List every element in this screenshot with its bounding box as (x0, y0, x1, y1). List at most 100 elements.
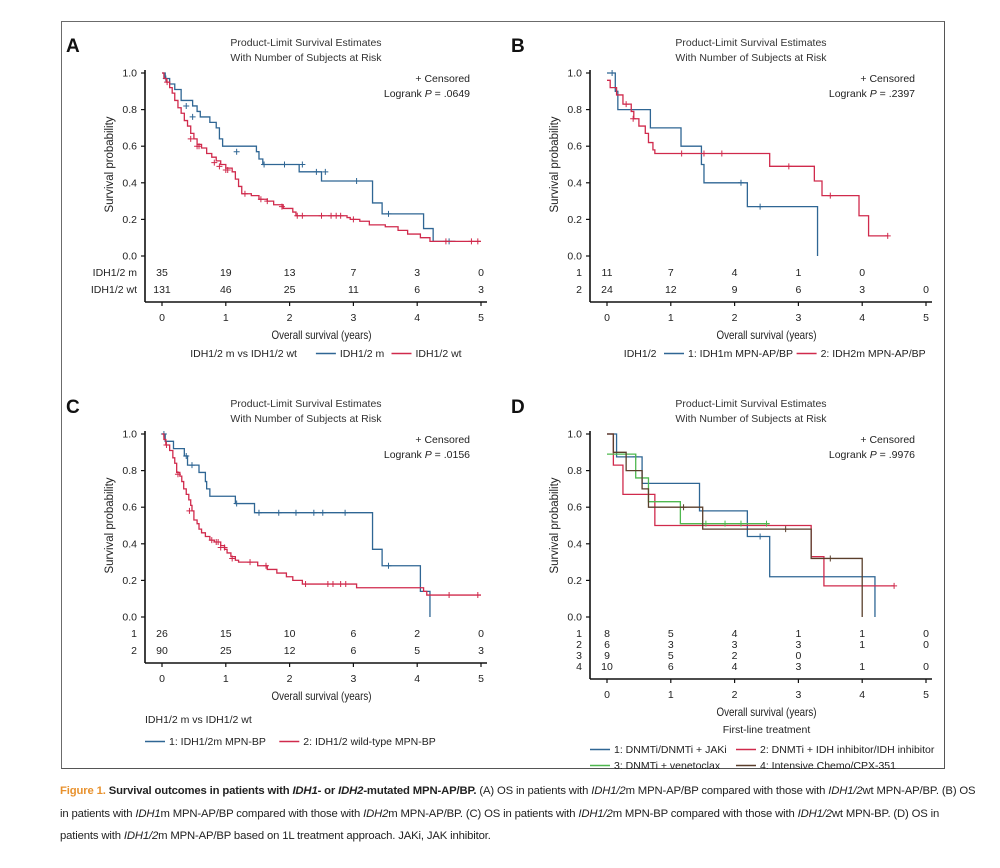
caption-segment: IDH1 (135, 807, 161, 820)
caption-segment: IDH1/2 (828, 785, 863, 797)
caption-segment: IDH1 (292, 785, 318, 797)
at-risk-count: 5 (414, 645, 420, 657)
panel-letter: D (511, 397, 525, 418)
chart-subtitle: With Number of Subjects at Risk (230, 413, 382, 425)
at-risk-count: 9 (732, 284, 738, 296)
censor-mark (353, 177, 360, 184)
x-tick-label: 1 (668, 312, 674, 324)
at-risk-count: 10 (601, 661, 613, 673)
at-risk-count: 19 (220, 267, 232, 279)
at-risk-count: 12 (284, 645, 296, 657)
y-tick-label: 0.4 (122, 538, 137, 550)
at-risk-count: 3 (795, 661, 801, 673)
legend-item-label: IDH1/2 wt (416, 348, 462, 360)
x-tick-label: 5 (478, 673, 484, 685)
y-tick-label: 0.6 (122, 141, 137, 153)
censor-mark (318, 212, 325, 219)
at-risk-count: 3 (478, 645, 484, 657)
censor-mark (342, 509, 349, 516)
legend-item-label: 1: DNMTi/DNMTi + JAKi (614, 744, 727, 756)
at-risk-count: 25 (220, 645, 232, 657)
x-axis-label: Overall survival (years) (717, 328, 817, 342)
censor-mark (255, 509, 262, 516)
logrank-pvalue: Logrank P = .9976 (829, 449, 915, 461)
y-axis-label: Survival probability (104, 477, 116, 573)
at-risk-count: 46 (220, 284, 232, 296)
survival-curve-3 (607, 453, 770, 525)
survival-curve-2 (162, 72, 481, 243)
censored-note: + Censored (415, 434, 470, 446)
chart-subtitle: With Number of Subjects at Risk (675, 52, 827, 64)
x-tick-label: 1 (223, 312, 229, 324)
censor-mark (322, 168, 329, 175)
censor-mark (208, 537, 215, 544)
at-risk-count: 5 (668, 628, 674, 640)
y-tick-label: 1.0 (567, 429, 582, 441)
censor-mark (702, 520, 709, 527)
at-risk-count: 13 (284, 267, 296, 279)
censor-mark (262, 562, 269, 569)
caption-segment: (A) OS in patients with (476, 785, 592, 797)
at-risk-count: 11 (348, 284, 359, 296)
censor-mark (442, 238, 449, 245)
censor-mark (183, 102, 190, 109)
censor-mark (241, 190, 248, 197)
at-risk-row-label: 1 (131, 628, 137, 640)
survival-curve-1 (607, 72, 819, 256)
censor-mark (678, 150, 685, 157)
survival-curve-1 (162, 72, 456, 243)
y-tick-label: 0.4 (567, 177, 582, 189)
censor-mark (329, 581, 336, 588)
x-tick-label: 5 (923, 689, 929, 701)
censor-mark (722, 520, 729, 527)
legend-title: First-line treatment (723, 724, 811, 736)
survival-curve-2 (162, 433, 481, 596)
caption-segment: IDH1/2 (797, 807, 832, 820)
censor-mark (229, 555, 236, 562)
censor-mark (292, 509, 299, 516)
x-tick-label: 2 (732, 689, 738, 701)
censor-mark (281, 161, 288, 168)
caption-segment: m MPN-AP/BP compared with those with (160, 807, 364, 820)
x-tick-label: 0 (604, 312, 610, 324)
censor-mark (233, 148, 240, 155)
y-tick-label: 1.0 (122, 429, 137, 441)
censor-mark (188, 462, 195, 469)
censor-mark (782, 526, 789, 533)
x-axis-label: Overall survival (years) (272, 328, 372, 342)
y-tick-label: 0.8 (567, 104, 582, 116)
at-risk-count: 8 (604, 628, 610, 640)
y-tick-label: 0.6 (122, 502, 137, 514)
caption-segment: m MPN-AP/BP. (C) OS in patients with (388, 807, 579, 820)
x-tick-label: 2 (732, 312, 738, 324)
caption-segment: Survival outcomes in patients with (108, 785, 293, 797)
chart-title: Product-Limit Survival Estimates (675, 37, 826, 49)
censored-note: + Censored (415, 73, 470, 85)
censor-mark (609, 70, 616, 76)
y-tick-label: 0.4 (122, 177, 137, 189)
caption-segment: IDH2 (338, 785, 364, 797)
at-risk-row-label: 2 (131, 645, 137, 657)
at-risk-count: 0 (478, 267, 484, 279)
y-tick-label: 0.6 (567, 502, 582, 514)
at-risk-count: 6 (350, 628, 356, 640)
censor-mark (324, 581, 331, 588)
figure-label: Figure 1. (60, 785, 106, 797)
panel-d: D Product-Limit Survival Estimates With Nu… (511, 397, 935, 772)
censor-mark (163, 441, 170, 448)
censor-mark (446, 592, 453, 599)
at-risk-count: 0 (795, 650, 801, 662)
at-risk-count: 6 (604, 639, 610, 651)
y-tick-label: 0.0 (122, 612, 137, 624)
censor-mark (216, 163, 223, 170)
survival-curve-2 (607, 79, 888, 237)
at-risk-count: 6 (350, 645, 356, 657)
caption-title: Survival outcomes in patients with IDH1-… (109, 785, 477, 797)
at-risk-count: 24 (601, 284, 613, 296)
censor-mark (189, 113, 196, 120)
at-risk-count: 6 (795, 284, 801, 296)
censor-mark (342, 581, 349, 588)
censor-mark (211, 159, 218, 166)
censor-mark (474, 592, 481, 599)
at-risk-count: 0 (923, 284, 929, 296)
